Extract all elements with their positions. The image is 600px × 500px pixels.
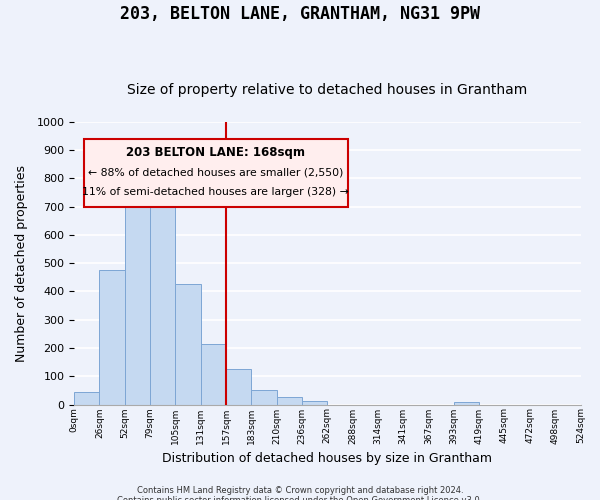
Bar xyxy=(175,284,200,405)
Bar xyxy=(302,401,327,404)
Text: 11% of semi-detached houses are larger (328) →: 11% of semi-detached houses are larger (… xyxy=(82,186,349,196)
Bar xyxy=(251,390,277,404)
Text: Contains public sector information licensed under the Open Government Licence v3: Contains public sector information licen… xyxy=(118,496,482,500)
X-axis label: Distribution of detached houses by size in Grantham: Distribution of detached houses by size … xyxy=(162,452,492,465)
Title: Size of property relative to detached houses in Grantham: Size of property relative to detached ho… xyxy=(127,83,527,97)
Bar xyxy=(454,402,479,404)
Text: Contains HM Land Registry data © Crown copyright and database right 2024.: Contains HM Land Registry data © Crown c… xyxy=(137,486,463,495)
FancyBboxPatch shape xyxy=(84,138,347,206)
Bar xyxy=(125,194,150,404)
Bar xyxy=(277,397,302,404)
Bar xyxy=(74,392,100,404)
Text: 203, BELTON LANE, GRANTHAM, NG31 9PW: 203, BELTON LANE, GRANTHAM, NG31 9PW xyxy=(120,5,480,23)
Text: ← 88% of detached houses are smaller (2,550): ← 88% of detached houses are smaller (2,… xyxy=(88,168,344,177)
Bar xyxy=(200,344,226,404)
Bar xyxy=(100,270,125,404)
Y-axis label: Number of detached properties: Number of detached properties xyxy=(15,164,28,362)
Bar xyxy=(150,188,175,404)
Bar xyxy=(226,370,251,404)
Text: 203 BELTON LANE: 168sqm: 203 BELTON LANE: 168sqm xyxy=(127,146,305,159)
